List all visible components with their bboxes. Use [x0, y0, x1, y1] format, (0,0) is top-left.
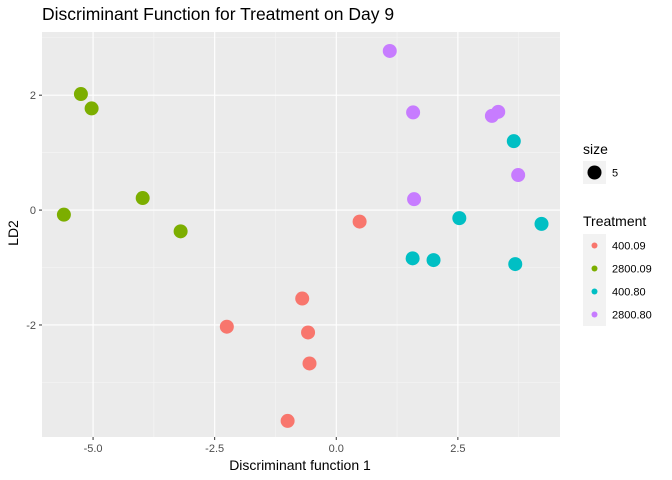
- chart-title: Discriminant Function for Treatment on D…: [42, 4, 394, 24]
- y-tick-label: 0: [30, 205, 36, 217]
- legend-dot-2800.09: [591, 265, 598, 272]
- data-point-400.09: [295, 291, 310, 306]
- data-point-400.80: [426, 253, 441, 268]
- x-tick-label: 0.0: [329, 443, 344, 455]
- legend-dot-2800.80: [591, 311, 598, 318]
- size-legend-title: size: [583, 141, 608, 157]
- y-axis-title: LD2: [5, 220, 21, 246]
- data-point-2800.09: [73, 87, 88, 102]
- y-tick-label: -2: [26, 320, 36, 332]
- data-point-400.09: [301, 325, 316, 340]
- size-legend: size 5: [583, 141, 618, 184]
- data-point-400.09: [352, 214, 367, 229]
- legend-dot-400.09: [591, 242, 598, 249]
- legend-label-400.80: 400.80: [612, 287, 646, 299]
- legend-dot-400.80: [591, 288, 598, 295]
- data-point-400.80: [405, 251, 420, 266]
- data-point-2800.09: [84, 101, 99, 116]
- data-point-400.80: [452, 211, 467, 226]
- y-tick-label: 2: [30, 90, 36, 102]
- data-point-2800.09: [173, 224, 188, 239]
- legend-label-400.09: 400.09: [612, 241, 646, 253]
- data-point-400.80: [508, 257, 523, 272]
- data-point-400.09: [302, 356, 317, 371]
- x-tick-label: 2.5: [450, 443, 465, 455]
- legend-label-2800.09: 2800.09: [612, 264, 652, 276]
- data-point-2800.80: [511, 168, 526, 183]
- data-point-400.80: [534, 216, 549, 231]
- size-legend-label: 5: [612, 168, 618, 180]
- data-points: [56, 43, 549, 428]
- data-point-400.09: [280, 413, 295, 428]
- x-axis-title: Discriminant function 1: [229, 457, 371, 473]
- data-point-2800.09: [135, 191, 150, 206]
- data-point-400.09: [219, 319, 234, 334]
- data-point-400.80: [506, 134, 521, 149]
- data-point-2800.80: [407, 192, 422, 207]
- data-point-2800.09: [56, 207, 71, 222]
- data-point-2800.80: [491, 104, 506, 119]
- treatment-legend: Treatment 400.09 2800.09 400.80 2800.80: [583, 213, 652, 326]
- plot-panel: [42, 32, 560, 437]
- x-tick-label: -2.5: [205, 443, 224, 455]
- size-legend-dot: [587, 165, 602, 180]
- legend-label-2800.80: 2800.80: [612, 310, 652, 322]
- major-gridlines: [42, 32, 560, 437]
- x-tick-label: -5.0: [84, 443, 103, 455]
- treatment-legend-title: Treatment: [583, 213, 646, 229]
- y-axis-ticks: -2 0 2: [26, 90, 42, 332]
- x-axis-ticks: -5.0 -2.5 0.0 2.5: [84, 437, 466, 455]
- minor-gridlines: [42, 32, 560, 437]
- data-point-2800.80: [406, 105, 421, 120]
- data-point-2800.80: [382, 43, 397, 58]
